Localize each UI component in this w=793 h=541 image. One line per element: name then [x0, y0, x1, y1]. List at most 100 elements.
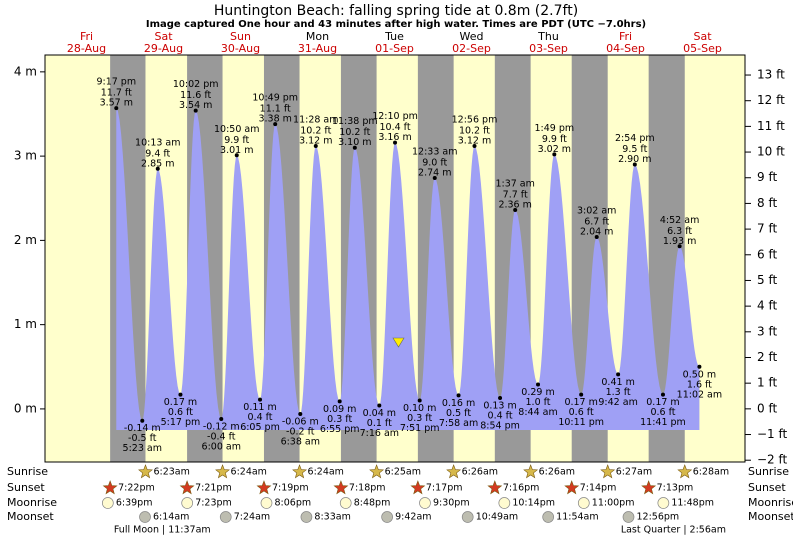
plot-frame — [44, 54, 746, 463]
tide-label: 0.3 ft — [407, 413, 432, 424]
moon-icon — [577, 497, 590, 509]
day-weekday: Sat — [154, 30, 173, 43]
tide-label: 0.17 m — [564, 397, 597, 408]
y-tick-label: 4 m — [14, 64, 37, 78]
day-weekday: Tue — [384, 30, 404, 43]
tide-label: 9.9 ft — [542, 134, 567, 145]
event-time: 11:00pm — [592, 498, 635, 509]
tide-point — [677, 244, 682, 249]
sun-icon — [256, 480, 272, 495]
tide-label: 11.6 ft — [180, 90, 211, 101]
tide-label: 3.10 m — [338, 137, 371, 148]
sun-icon — [487, 480, 503, 495]
tide-label: 10.4 ft — [379, 122, 410, 133]
tide-point — [298, 411, 303, 416]
tide-point — [456, 393, 461, 398]
moon-icon — [542, 511, 555, 523]
tide-label: 11:28 am — [293, 115, 338, 126]
tide-label: 0.17 m — [646, 397, 679, 408]
y2-tick-label: −2 ft — [757, 453, 788, 467]
tide-label: 0.17 m — [164, 397, 197, 408]
tide-label: 0.1 ft — [367, 418, 392, 429]
row-label: Moonrise — [748, 496, 793, 509]
event-time: 6:24am — [308, 467, 344, 478]
tide-label: 11.1 ft — [260, 104, 291, 115]
tide-label: 10:50 am — [214, 124, 259, 135]
tide-label: 1.3 ft — [606, 387, 631, 398]
tide-label: 0.13 m — [483, 400, 516, 411]
event-time: 12:56pm — [636, 512, 679, 523]
tide-label: 6:55 pm — [320, 424, 360, 435]
day-weekday: Wed — [460, 30, 484, 43]
event-time: 6:25am — [385, 467, 421, 478]
event-time: 7:21pm — [195, 483, 232, 494]
day-date: 05-Sep — [683, 42, 722, 55]
tide-label: 3.12 m — [299, 136, 332, 147]
y-tick-label: 3 m — [14, 149, 37, 163]
tide-label: 0.5 ft — [446, 408, 471, 419]
day-date: 29-Aug — [144, 42, 183, 55]
y-tick-label: 0 m — [14, 401, 37, 415]
tide-label: 6:38 am — [281, 436, 320, 447]
tide-label: 1.6 ft — [687, 379, 712, 390]
y2-tick-label: 13 ft — [757, 68, 785, 82]
tide-point — [632, 162, 637, 167]
row-label: Moonrise — [7, 496, 57, 509]
moon-icon — [181, 497, 194, 509]
tide-label: 0.11 m — [243, 402, 276, 413]
event-time: 6:26am — [462, 467, 498, 478]
tide-label: 3:02 am — [577, 206, 616, 217]
y2-tick-label: 7 ft — [757, 222, 777, 236]
tide-point — [258, 397, 263, 402]
day-date: 01-Sep — [375, 42, 414, 55]
y2-tick-label: 9 ft — [757, 170, 777, 184]
tide-label: 9.0 ft — [422, 158, 447, 169]
tide-label: 9.9 ft — [224, 135, 249, 146]
sun-icon — [523, 464, 539, 479]
tide-label: 3.16 m — [378, 132, 411, 143]
tide-point — [432, 176, 437, 181]
tide-label: 3.57 m — [100, 98, 133, 109]
y2-tick-label: 0 ft — [757, 401, 777, 415]
event-time: 11:54am — [556, 512, 598, 523]
y2-tick-label: 5 ft — [757, 273, 777, 287]
sun-icon — [600, 464, 616, 479]
sun-icon — [102, 480, 118, 495]
day-date: 03-Sep — [529, 42, 568, 55]
tide-label: 3.12 m — [458, 136, 491, 147]
y2-tick-label: −1 ft — [757, 427, 788, 441]
tide-label: 0.41 m — [601, 377, 634, 388]
row-label: Sunrise — [7, 465, 48, 478]
tide-label: 10:13 am — [135, 137, 180, 148]
tide-point — [697, 364, 702, 369]
tide-point — [337, 399, 342, 404]
tide-label: 12:10 pm — [372, 111, 418, 122]
row-label: Sunset — [748, 481, 786, 494]
day-date: 30-Aug — [221, 42, 260, 55]
tide-label: 11:41 pm — [640, 417, 686, 428]
tide-point — [377, 403, 382, 408]
tide-point — [193, 108, 198, 113]
sun-icon — [564, 480, 580, 495]
event-time: 10:14pm — [512, 498, 555, 509]
tide-label: -0.5 ft — [128, 433, 157, 444]
tide-label: 1.93 m — [663, 236, 696, 247]
event-time: 8:48pm — [354, 498, 391, 509]
y2-tick-label: 4 ft — [757, 299, 777, 313]
day-weekday: Sat — [693, 30, 712, 43]
y-tick-label: 1 m — [14, 317, 37, 331]
tide-label: 0.04 m — [363, 408, 396, 419]
event-time: 6:23am — [153, 467, 189, 478]
event-time: 10:49am — [476, 512, 518, 523]
moon-icon — [381, 511, 393, 523]
day-date: 02-Sep — [452, 42, 491, 55]
tide-label: 6.3 ft — [667, 226, 692, 237]
tide-point — [472, 144, 477, 149]
tide-label: 12:33 am — [412, 147, 457, 158]
event-time: 8:06pm — [274, 498, 311, 509]
y2-tick-label: 2 ft — [757, 350, 777, 364]
tide-label: -0.2 ft — [286, 426, 315, 437]
event-time: 7:18pm — [349, 483, 386, 494]
y2-tick-label: 12 ft — [757, 93, 785, 107]
tide-point — [393, 140, 398, 145]
